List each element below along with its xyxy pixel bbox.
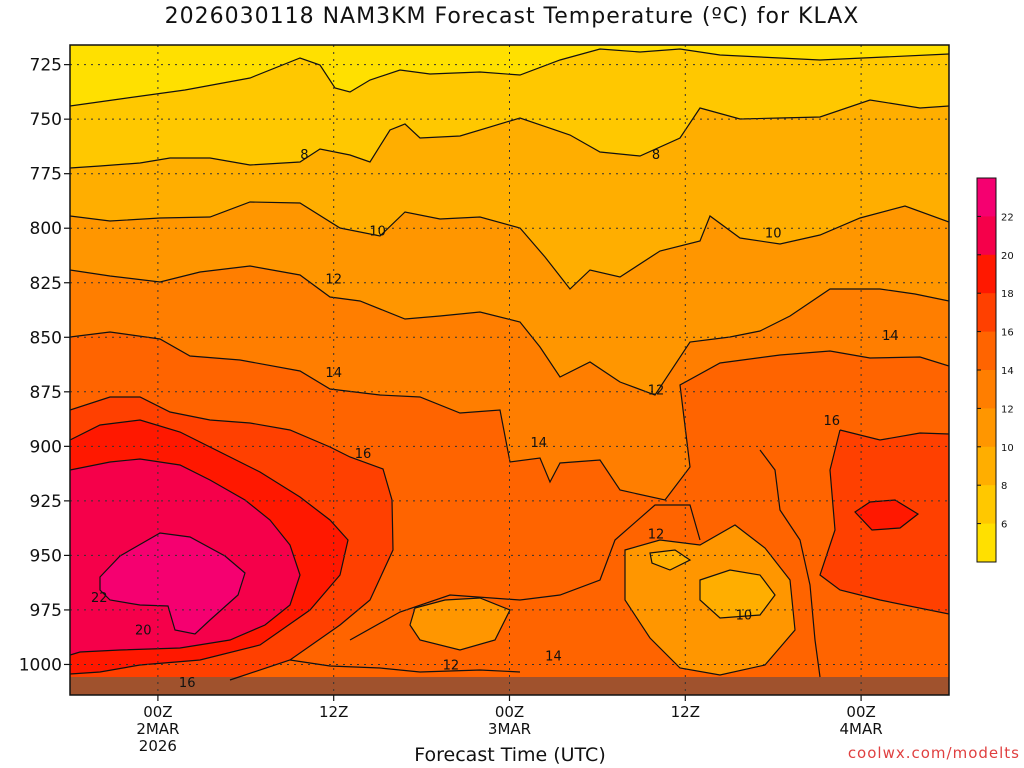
contour-line-12-pocket-b (624, 524, 796, 676)
colorbar-band-22 (977, 178, 996, 217)
contour-labels: 8 8 10 10 12 12 12 12 10 14 14 14 14 16 16 16 20 22 (91, 148, 899, 691)
y-tick-label-900: 900 (30, 437, 62, 457)
contour-line-22 (99, 532, 246, 635)
contour-line-14-west (349, 504, 701, 641)
contour-line-16-east (819, 429, 949, 615)
colorbar-label-18: 18 (1001, 289, 1014, 300)
credit-link[interactable]: coolwx.com/modelts (847, 744, 1020, 762)
y-tick-label-750: 750 (30, 110, 62, 130)
fill-12-14-pocket-a (410, 598, 510, 650)
contour-label-14-9: 14 (325, 366, 342, 381)
colorbar-band-8 (977, 446, 996, 486)
colorbar-label-8: 8 (1001, 481, 1007, 492)
x-tick-label-24-0: 00Z (495, 703, 524, 721)
contour-line-12-pocket-c (649, 549, 692, 571)
contour-line-10 (70, 201, 949, 290)
contour-label-22-17: 22 (91, 591, 108, 606)
colorbar-label-6: 6 (1001, 520, 1007, 531)
colorbar-band-14 (977, 331, 996, 371)
contour-line-14-east (759, 449, 821, 678)
contour-line-10-pocket (699, 569, 776, 619)
contour-label-16-13: 16 (355, 447, 372, 462)
y-tick-label-850: 850 (30, 328, 62, 348)
y-axis: 725 750 775 800 825 850 875 900 925 950 975 1000 (19, 56, 70, 675)
colorbar-band-20 (977, 216, 996, 256)
x-tick-label-24-1: 3MAR (488, 720, 531, 738)
contour-line-6 (70, 48, 949, 107)
contour-label-12-4: 12 (325, 272, 342, 287)
y-tick-label-725: 725 (30, 56, 62, 76)
contour-line-16-south (289, 659, 521, 673)
ground-surface (70, 677, 949, 695)
contour-line-14 (70, 331, 949, 501)
y-tick-label-925: 925 (30, 492, 62, 512)
fill-18-20-east (855, 500, 918, 530)
contour-line-16 (70, 396, 394, 681)
colorbar-label-16: 16 (1001, 328, 1014, 339)
contour-label-14-12: 14 (545, 650, 562, 665)
colorbar-label-10: 10 (1001, 443, 1014, 454)
x-tick-label-48-1: 4MAR (840, 720, 883, 738)
y-tick-label-975: 975 (30, 601, 62, 621)
x-tick-label-12-0: 12Z (319, 703, 348, 721)
colorbar-band-10 (977, 408, 996, 448)
contour-lines (70, 48, 949, 681)
contour-label-12-5: 12 (648, 384, 665, 399)
x-tick-label-0-1: 2MAR (136, 720, 179, 738)
colorbar-label-14: 14 (1001, 366, 1014, 377)
y-tick-label-950: 950 (30, 546, 62, 566)
contour-label-8-1: 8 (652, 148, 660, 163)
colorbar-label-22: 22 (1001, 212, 1014, 223)
colorbar-band-6 (977, 485, 996, 525)
contour-label-14-11: 14 (882, 329, 899, 344)
contour-label-14-10: 14 (531, 436, 548, 451)
colorbar-band-12 (977, 370, 996, 409)
colorbar: 22 20 18 16 14 12 10 8 6 (976, 177, 1014, 563)
fill-22-plus (100, 533, 245, 634)
contour-label-16-14: 16 (824, 414, 841, 429)
x-tick-label-0-2: 2026 (139, 737, 177, 755)
colorbar-band-16 (977, 293, 996, 333)
y-tick-label-1000: 1000 (19, 655, 62, 675)
contour-line-12-pocket-a (409, 597, 511, 651)
contour-label-10-8: 10 (736, 608, 753, 623)
contour-line-12 (70, 265, 949, 396)
contour-label-8-0: 8 (300, 148, 308, 163)
colorbar-band-lt6 (977, 523, 996, 563)
contour-label-12-7: 12 (443, 658, 460, 673)
contour-line-8 (70, 99, 949, 169)
contour-line-18-east (854, 499, 920, 531)
x-tick-label-36-0: 12Z (671, 703, 700, 721)
y-tick-label-875: 875 (30, 383, 62, 403)
y-tick-label-800: 800 (30, 219, 62, 239)
fill-10-12-pocket (700, 570, 775, 618)
y-tick-label-775: 775 (30, 165, 62, 185)
colorbar-label-12: 12 (1001, 404, 1014, 415)
contour-label-12-6: 12 (648, 528, 665, 543)
colorbar-band-18 (977, 254, 996, 294)
y-tick-label-825: 825 (30, 274, 62, 294)
x-tick-label-48-0: 00Z (846, 703, 875, 721)
contour-label-16-15: 16 (179, 676, 196, 691)
x-tick-label-0-0: 00Z (143, 703, 172, 721)
contour-label-10-2: 10 (369, 224, 386, 239)
contour-line-20 (70, 458, 301, 656)
contour-label-10-3: 10 (765, 227, 782, 242)
chart-title: 2026030118 NAM3KM Forecast Temperature (… (164, 4, 860, 29)
contour-label-20-16: 20 (135, 624, 152, 639)
colorbar-label-20: 20 (1001, 251, 1014, 262)
contour-line-18 (70, 419, 349, 675)
x-axis-label: Forecast Time (UTC) (414, 744, 606, 766)
